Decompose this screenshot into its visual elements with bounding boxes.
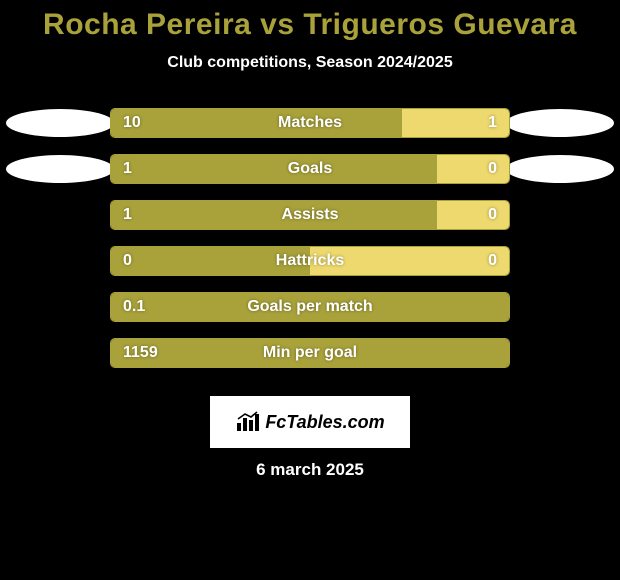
stat-value-left: 0 (123, 252, 132, 270)
bar-right-fill (437, 201, 509, 229)
stat-row: 0 0 Hattricks (0, 238, 620, 284)
bar-right-fill (437, 155, 509, 183)
bar-left-fill (111, 155, 437, 183)
stat-value-right: 0 (488, 252, 497, 270)
stat-label: Goals (288, 160, 332, 178)
stat-row: 1 0 Assists (0, 192, 620, 238)
stat-value-left: 1 (123, 206, 132, 224)
comparison-container: Rocha Pereira vs Trigueros Guevara Club … (0, 0, 620, 480)
stat-value-right: 0 (488, 206, 497, 224)
player-right-avatar (506, 155, 614, 183)
stat-label: Goals per match (247, 298, 372, 316)
stat-bar: 10 1 Matches (110, 108, 510, 138)
page-title: Rocha Pereira vs Trigueros Guevara (0, 8, 620, 42)
stat-label: Assists (282, 206, 339, 224)
stat-label: Hattricks (276, 252, 344, 270)
stat-value-left: 10 (123, 114, 141, 132)
subtitle: Club competitions, Season 2024/2025 (0, 54, 620, 72)
player-left-avatar (6, 109, 114, 137)
stat-value-right: 1 (488, 114, 497, 132)
stat-row: 1 0 Goals (0, 146, 620, 192)
stat-bar: 1159 Min per goal (110, 338, 510, 368)
stat-bar: 0 0 Hattricks (110, 246, 510, 276)
stat-bar: 1 0 Goals (110, 154, 510, 184)
stat-bar: 1 0 Assists (110, 200, 510, 230)
stat-row: 0.1 Goals per match (0, 284, 620, 330)
player-right-avatar (506, 109, 614, 137)
logo-text: FcTables.com (265, 412, 384, 433)
stat-row: 1159 Min per goal (0, 330, 620, 376)
chart-icon (235, 411, 261, 433)
stat-value-right: 0 (488, 160, 497, 178)
player-left-avatar (6, 155, 114, 183)
date-line: 6 march 2025 (0, 460, 620, 480)
bar-left-fill (111, 109, 402, 137)
stat-label: Min per goal (263, 344, 357, 362)
stat-row: 10 1 Matches (0, 100, 620, 146)
stat-value-left: 1 (123, 160, 132, 178)
stat-value-left: 0.1 (123, 298, 145, 316)
stats-rows: 101Matches10Goals10Assists00Hattricks0.1… (0, 100, 620, 376)
bar-left-fill (111, 201, 437, 229)
stat-bar: 0.1 Goals per match (110, 292, 510, 322)
stat-label: Matches (278, 114, 342, 132)
stat-value-left: 1159 (123, 344, 158, 362)
logo-box: FcTables.com (210, 396, 410, 448)
